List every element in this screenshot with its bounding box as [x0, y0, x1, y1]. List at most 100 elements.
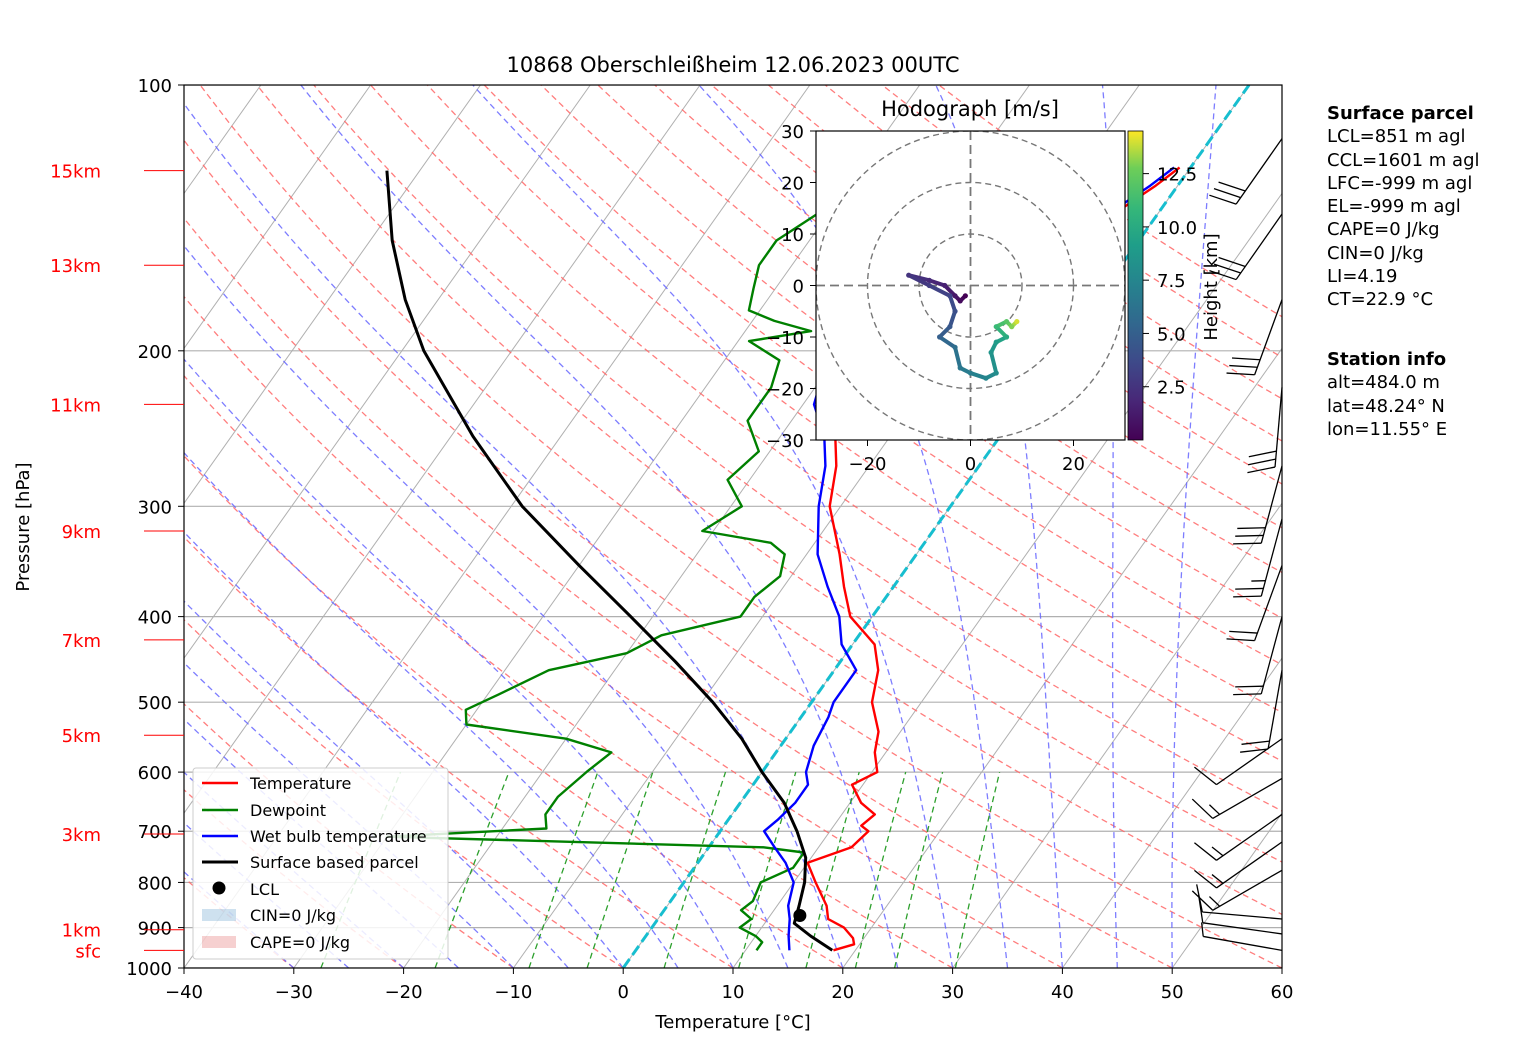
x-tick-label: −30 [275, 982, 313, 1003]
wind-barb-staff [1212, 777, 1283, 820]
moist-adiabat [300, 85, 899, 968]
surface-parcel-info: Surface parcel LCL=851 m agl CCL=1601 m … [1327, 102, 1480, 312]
wind-barb-flag [1226, 372, 1255, 376]
hodograph-point [937, 334, 943, 340]
hodograph-point [1003, 334, 1010, 340]
dry-adiabat [184, 217, 1173, 968]
hodograph-x-tick-label: 0 [965, 454, 976, 475]
hodograph-y-tick-label: 10 [781, 225, 804, 246]
wind-barb-flag [1235, 685, 1264, 688]
wind-barb [1209, 138, 1283, 205]
parcel-line [385, 170, 834, 952]
wind-barb-flag [1248, 458, 1276, 466]
legend: Temperature Dewpoint Wet bulb temperatur… [192, 767, 449, 960]
hodograph-point [947, 293, 953, 299]
mixing-ratio-line [854, 771, 907, 968]
wind-barb-flag [1233, 693, 1262, 696]
hodograph-point [952, 293, 958, 299]
colorbar-label: Height [km] [1201, 233, 1222, 340]
y-tick-label: 700 [138, 822, 172, 843]
wind-barb [1209, 213, 1283, 281]
isotherm [184, 85, 591, 660]
wind-barb-flag [1191, 798, 1214, 819]
wind-barb-flag [1247, 466, 1276, 474]
hodograph-segment [927, 278, 947, 288]
wind-barb-flag [1191, 890, 1214, 911]
wind-barb-staff [1203, 935, 1283, 951]
colorbar-tick-label: 2.5 [1157, 378, 1186, 399]
colorbar-tick-label: 12.5 [1157, 165, 1197, 186]
wind-barb-flag [1209, 270, 1237, 281]
dry-adiabat [184, 139, 1282, 968]
wind-barb [1196, 884, 1283, 920]
legend-temperature-label: Temperature [249, 774, 351, 793]
hodograph-segment [947, 293, 958, 314]
dry-adiabat [370, 85, 1282, 762]
hodograph-point [957, 365, 963, 371]
wind-barb [1194, 841, 1283, 889]
hodograph-point [957, 298, 963, 304]
isotherm [1171, 812, 1282, 968]
legend-cape-swatch [202, 936, 236, 948]
mixing-ratio-line [434, 771, 510, 968]
dry-adiabat [184, 536, 734, 968]
wind-barb-half-flag [1200, 922, 1204, 937]
mixing-ratio-line [805, 771, 860, 968]
dry-adiabat [184, 454, 844, 968]
wind-barb [1226, 299, 1283, 376]
moist-adiabat [184, 531, 624, 968]
colorbar [1127, 130, 1144, 441]
wind-barb-staff [1202, 911, 1283, 920]
hodograph-point [993, 324, 999, 330]
y-tick-label: 300 [138, 497, 172, 518]
wind-barb-staff [1216, 813, 1283, 861]
colorbar-ticks: 2.5 5.0 7.5 10.0 12.5 [1143, 165, 1197, 399]
isotherm [184, 85, 372, 350]
moist-adiabat [184, 600, 569, 968]
colorbar-tick-label: 7.5 [1157, 271, 1186, 292]
moist-adiabat [472, 85, 954, 968]
height-label: 3km [62, 825, 101, 846]
dry-adiabat [313, 85, 1282, 812]
station-alt: alt=484.0 m [1327, 372, 1440, 394]
legend-parcel-label: Surface based parcel [250, 853, 419, 872]
x-tick-label: 50 [1161, 982, 1184, 1003]
hodograph-segment [906, 273, 932, 288]
wind-barb-staff [1216, 738, 1283, 786]
wind-barb-flag [1209, 194, 1237, 205]
x-tick-label: 30 [941, 982, 964, 1003]
hodograph-point [962, 293, 968, 299]
hodograph-segment [927, 283, 952, 298]
wind-barb [1247, 387, 1283, 474]
wind-barb-flag [1194, 869, 1217, 889]
wind-barb-staff [1274, 387, 1283, 468]
hodograph-point [988, 349, 994, 356]
wind-barb-half-flag [1211, 874, 1224, 884]
colorbar-tick-label: 10.0 [1157, 218, 1197, 239]
surface-el: EL=-999 m agl [1327, 196, 1461, 218]
dewpoint-line [385, 166, 884, 951]
wind-barb-staff [1202, 922, 1283, 935]
dry-adiabat [199, 85, 1282, 916]
x-axis-label: Temperature [°C] [654, 1012, 810, 1033]
hodograph-point [1009, 324, 1015, 330]
x-tick-label: −10 [494, 982, 532, 1003]
wind-barb-flag [1226, 638, 1255, 642]
legend-lcl-label: LCL [250, 880, 279, 899]
height-label: 15km [50, 162, 101, 183]
data-lines [385, 166, 1181, 952]
wind-barb-flag [1194, 766, 1217, 786]
height-label: 9km [62, 522, 101, 543]
wind-barb-flag [1213, 263, 1241, 274]
surface-parcel-header: Surface parcel [1327, 103, 1474, 124]
station-lon: lon=11.55° E [1327, 418, 1448, 440]
wind-barb-half-flag [1208, 896, 1221, 907]
legend-cin-label: CIN=0 J/kg [250, 906, 336, 925]
hodograph-ticks: −20 0 20 30 20 10 0 −10 −20 −30 [766, 122, 1085, 475]
height-label: 5km [62, 726, 101, 747]
wind-barbs [1191, 138, 1283, 951]
wind-barb-flag [1229, 630, 1258, 634]
hodograph-y-tick-label: 30 [781, 122, 804, 143]
